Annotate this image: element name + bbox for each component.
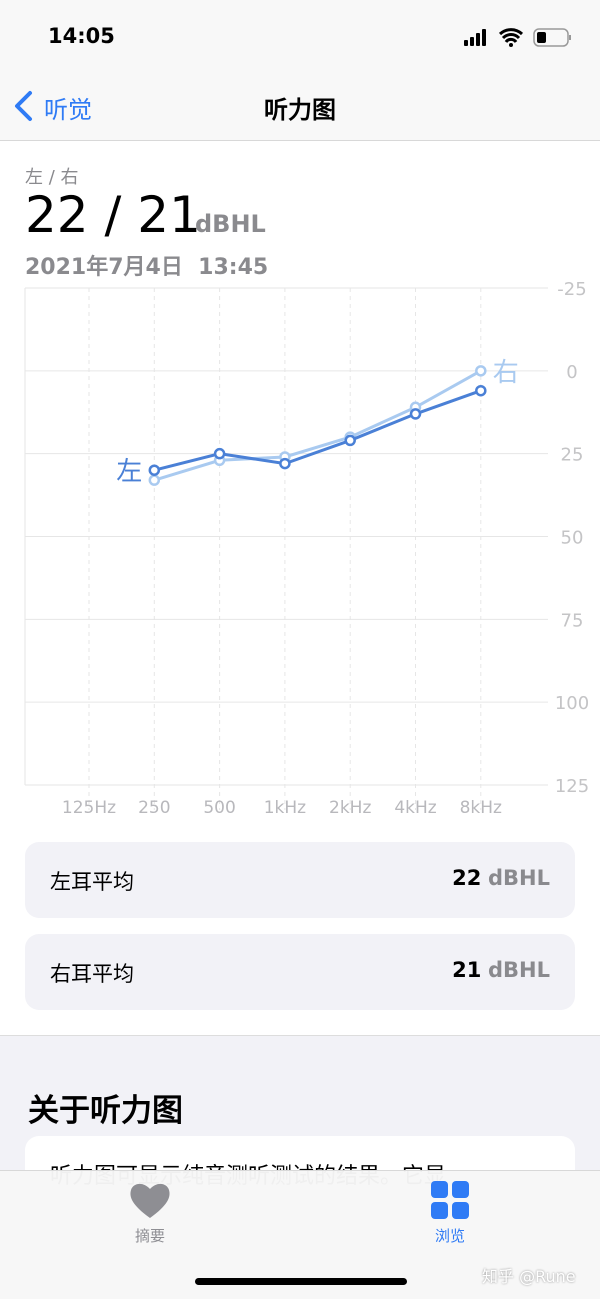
series-label: 左	[116, 457, 142, 487]
series-label: 右	[493, 358, 519, 388]
y-tick-label: 25	[561, 445, 584, 466]
series-line	[153, 389, 482, 472]
summary-icon[interactable]	[128, 1180, 172, 1220]
card-label: 左耳平均	[50, 870, 134, 894]
x-tick-label: 125Hz	[62, 798, 116, 818]
status-time: 14:05	[48, 24, 115, 48]
back-button[interactable]: 听觉	[44, 96, 92, 124]
data-point	[475, 365, 487, 377]
watermark: 知乎 @Rune	[482, 1267, 576, 1286]
header-date: 2021年7月4日 13:45	[25, 255, 269, 280]
y-tick-label: 0	[566, 362, 577, 383]
header-value: 22 / 21	[25, 186, 201, 244]
card-value: 22	[452, 866, 482, 890]
y-tick-label: 50	[561, 528, 584, 549]
y-tick-label: 100	[555, 693, 589, 714]
data-point	[213, 447, 226, 460]
home-indicator	[195, 1278, 407, 1285]
x-tick-label: 250	[138, 798, 170, 818]
card-label: 右耳平均	[50, 962, 134, 986]
x-tick-label: 4kHz	[394, 798, 436, 818]
nav-bar	[0, 0, 600, 141]
series-line	[153, 369, 482, 482]
data-point	[475, 384, 487, 397]
nav-title: 听力图	[264, 96, 336, 124]
tab-browse[interactable]: 浏览	[434, 1227, 465, 1245]
browse-icon[interactable]	[430, 1180, 470, 1220]
card-unit: dBHL	[488, 866, 550, 890]
x-tick-label: 2kHz	[329, 798, 371, 818]
tab-bar	[0, 1170, 600, 1299]
header-unit: dBHL	[195, 210, 266, 238]
data-point	[148, 464, 161, 476]
x-tick-label: 1kHz	[264, 798, 306, 818]
header-label: 左 / 右	[25, 167, 79, 188]
left-average-card: 左耳平均 22 dBHL	[25, 842, 575, 918]
data-point	[409, 408, 422, 420]
data-point	[344, 434, 356, 447]
x-tick-label: 500	[203, 798, 235, 818]
y-tick-label: -25	[557, 280, 586, 300]
y-tick-label: 75	[561, 610, 584, 631]
card-unit: dBHL	[488, 958, 550, 982]
tab-summary[interactable]: 摘要	[134, 1227, 165, 1245]
audiogram: -25 0 25 50 75 100 125 125Hz 250 500 1kHz 2kHz 4kHz 8…	[24, 280, 589, 818]
about-title: 关于听力图	[28, 1093, 183, 1129]
data-point	[148, 474, 161, 486]
back-chevron[interactable]	[12, 90, 36, 124]
status-icons	[464, 28, 571, 47]
right-average-card: 右耳平均 21 dBHL	[25, 934, 575, 1010]
card-value: 21	[452, 958, 482, 982]
x-tick-label: 8kHz	[460, 798, 502, 818]
data-point	[279, 457, 291, 470]
y-tick-label: 125	[555, 776, 589, 797]
